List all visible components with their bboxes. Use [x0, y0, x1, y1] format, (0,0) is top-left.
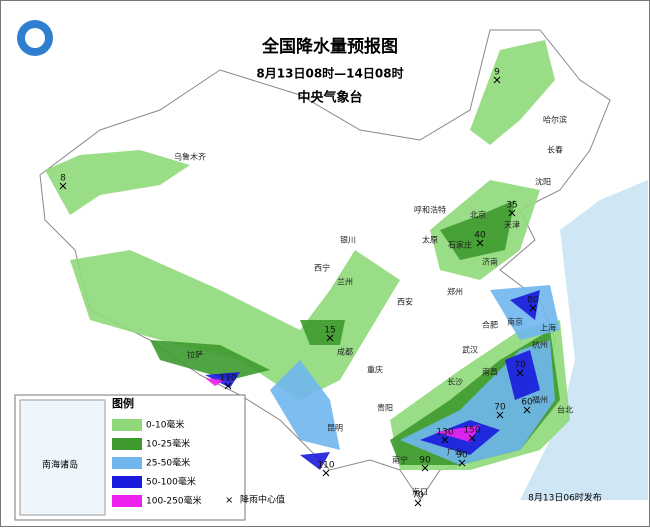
center-cross — [414, 499, 422, 507]
rain-center-value: 15 — [324, 326, 335, 336]
city-label: 呼和浩特 — [414, 205, 446, 215]
city-label: 银川 — [340, 235, 356, 245]
city-label: 福州 — [532, 396, 548, 405]
city-label: 长沙 — [447, 377, 463, 387]
city-label: 乌鲁木齐 — [174, 152, 206, 162]
city-label: 沈阳 — [535, 177, 551, 187]
rain-area — [440, 200, 515, 260]
logo — [17, 20, 53, 56]
city-label: 合肥 — [482, 320, 498, 330]
rain-area — [45, 150, 190, 215]
legend-label: 50-100毫米 — [146, 476, 196, 488]
rain-center-value: 110 — [219, 374, 236, 384]
city-label: 成都 — [337, 347, 353, 357]
city-label: 兰州 — [337, 277, 353, 287]
legend-swatch — [112, 438, 142, 450]
title: 全国降水量预报图 — [261, 36, 398, 57]
rain-area — [205, 378, 225, 386]
legend-swatch — [112, 476, 142, 488]
sea — [520, 180, 648, 500]
city-label: 贵阳 — [377, 403, 393, 413]
center-cross — [523, 406, 531, 414]
city-label: 长春 — [547, 145, 563, 155]
city-label: 北京 — [470, 210, 486, 220]
date-range: 8月13日08时—14日08时 — [256, 66, 403, 81]
center-cross — [508, 209, 516, 217]
rain-area — [490, 285, 560, 340]
rain-center-value: 60 — [521, 398, 533, 408]
legend-swatch — [112, 457, 142, 469]
legend-title: 图例 — [112, 396, 134, 410]
rain-area — [300, 452, 330, 470]
city-label: 上海 — [540, 323, 556, 333]
rain-center-value: 40 — [474, 231, 486, 241]
rain-center-value: 80 — [527, 296, 539, 306]
rain-center-value: 70 — [494, 403, 506, 413]
rain-center-value: 150 — [463, 426, 480, 436]
legend-label: 25-50毫米 — [146, 457, 190, 469]
city-label: 昆明 — [327, 424, 343, 433]
center-symbol: × — [225, 495, 233, 506]
rain-center-value: 70 — [412, 491, 424, 501]
rain-area — [70, 250, 400, 400]
legend-label: 10-25毫米 — [146, 438, 190, 450]
city-label: 武汉 — [462, 345, 478, 355]
center-cross — [496, 411, 504, 419]
center-cross — [441, 436, 449, 444]
footer: 8月13日06时发布 — [528, 492, 602, 504]
city-label: 南京 — [507, 317, 523, 327]
city-label: 广州 — [447, 447, 463, 457]
center-cross — [516, 369, 524, 377]
rain-area — [510, 290, 540, 320]
rain-area — [470, 40, 555, 145]
center-label: 降雨中心值 — [240, 494, 285, 506]
center-cross — [224, 382, 232, 390]
city-label: 哈尔滨 — [543, 115, 567, 125]
rain-area — [300, 320, 345, 345]
rain-center-value: 9 — [494, 68, 500, 78]
center-cross — [458, 459, 466, 467]
city-label: 济南 — [482, 257, 498, 267]
issuer: 中央气象台 — [297, 90, 362, 106]
rain-center-value: 130 — [436, 428, 453, 438]
center-cross — [468, 434, 476, 442]
center-cross — [59, 182, 67, 190]
rain-area — [435, 425, 480, 442]
city-label: 太原 — [422, 235, 438, 245]
city-label: 西宁 — [314, 263, 330, 273]
inset — [19, 399, 106, 516]
city-label: 天津 — [504, 220, 520, 230]
inset-label: 南海诸岛 — [42, 459, 78, 471]
rain-center-value: 8 — [60, 174, 66, 184]
city-label: 南昌 — [482, 367, 498, 377]
rain-center-value: 90 — [419, 456, 431, 466]
rain-center-value: 35 — [506, 201, 517, 211]
legend-label: 0-10毫米 — [146, 419, 184, 431]
rain-center-value: 70 — [514, 361, 526, 371]
rain-area — [150, 340, 270, 380]
center-cross — [322, 469, 330, 477]
city-label: 杭州 — [532, 340, 548, 350]
city-label: 海口 — [412, 487, 428, 497]
city-label: 拉萨 — [187, 350, 203, 360]
center-cross — [529, 304, 537, 312]
legend-swatch — [112, 419, 142, 431]
legend-label: 100-250毫米 — [146, 495, 202, 507]
rain-center-value: 90 — [456, 451, 468, 461]
rain-area — [270, 360, 340, 450]
center-cross — [326, 334, 334, 342]
city-label: 郑州 — [447, 287, 463, 297]
legend-swatch — [112, 495, 142, 507]
rain-center-value: 110 — [317, 461, 334, 471]
center-cross — [476, 239, 484, 247]
city-label: 西安 — [397, 297, 413, 307]
city-label: 重庆 — [367, 365, 383, 375]
center-cross — [493, 76, 501, 84]
center-cross — [421, 464, 429, 472]
city-label: 南宁 — [392, 455, 408, 465]
city-label: 台北 — [557, 405, 573, 415]
city-label: 石家庄 — [448, 240, 472, 250]
